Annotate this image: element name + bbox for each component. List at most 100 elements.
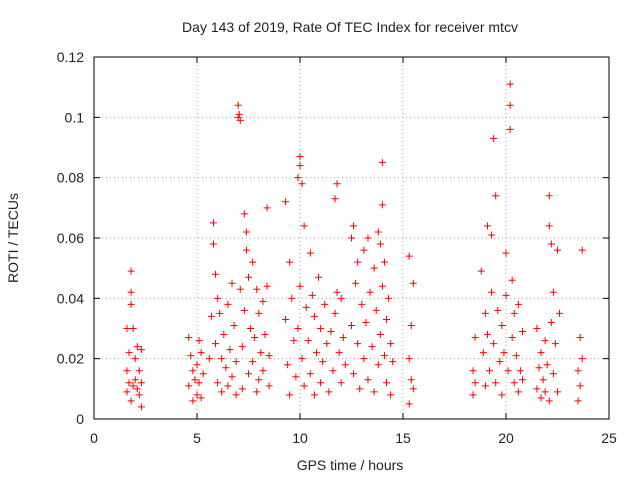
y-axis-label: ROTI / TECUs bbox=[5, 193, 21, 283]
x-tick-label: 0 bbox=[90, 430, 98, 446]
grid-lines bbox=[94, 57, 609, 419]
data-point bbox=[516, 367, 524, 375]
data-point bbox=[541, 388, 549, 396]
data-point bbox=[554, 246, 561, 254]
data-point bbox=[220, 331, 228, 339]
data-point bbox=[383, 379, 391, 387]
data-point bbox=[226, 346, 234, 354]
data-point bbox=[469, 367, 477, 375]
data-point bbox=[469, 391, 477, 399]
data-point bbox=[331, 195, 339, 203]
data-point bbox=[574, 397, 582, 405]
data-point bbox=[364, 376, 372, 384]
data-point bbox=[288, 294, 296, 302]
data-point bbox=[486, 367, 494, 375]
data-point bbox=[387, 391, 395, 399]
data-point bbox=[282, 315, 290, 323]
data-points bbox=[123, 80, 586, 411]
data-point bbox=[477, 267, 485, 275]
data-point bbox=[133, 385, 141, 393]
data-point bbox=[490, 134, 498, 142]
data-point bbox=[317, 379, 325, 387]
data-point bbox=[514, 300, 522, 308]
data-point bbox=[261, 331, 269, 339]
data-point bbox=[354, 258, 362, 266]
data-point bbox=[232, 358, 240, 366]
data-point bbox=[380, 258, 388, 266]
y-tick-label: 0.06 bbox=[57, 230, 84, 246]
y-tick-label: 0.12 bbox=[57, 49, 84, 65]
data-point bbox=[510, 309, 518, 317]
data-point bbox=[321, 300, 329, 308]
data-point bbox=[236, 285, 244, 293]
y-tick-label: 0.1 bbox=[65, 109, 85, 125]
data-point bbox=[370, 388, 378, 396]
data-point bbox=[127, 267, 135, 275]
data-point bbox=[240, 210, 248, 218]
data-point bbox=[409, 385, 417, 393]
data-point bbox=[506, 80, 514, 88]
data-point bbox=[539, 376, 547, 384]
data-point bbox=[224, 382, 232, 390]
data-point bbox=[263, 282, 271, 290]
data-point bbox=[492, 192, 500, 200]
data-point bbox=[537, 349, 545, 357]
data-point bbox=[294, 174, 302, 182]
data-point bbox=[576, 382, 584, 390]
data-point bbox=[135, 367, 143, 375]
data-point bbox=[574, 367, 582, 375]
x-axis-label: GPS time / hours bbox=[297, 457, 404, 473]
data-point bbox=[296, 282, 304, 290]
data-point bbox=[238, 343, 246, 351]
data-point bbox=[123, 367, 131, 375]
data-point bbox=[131, 376, 139, 384]
data-point bbox=[514, 388, 522, 396]
data-point bbox=[216, 309, 224, 317]
data-point bbox=[405, 252, 413, 260]
data-point bbox=[337, 294, 345, 302]
data-point bbox=[366, 288, 374, 296]
data-point bbox=[407, 321, 415, 329]
data-point bbox=[500, 349, 508, 357]
data-point bbox=[325, 388, 333, 396]
data-point bbox=[496, 358, 504, 366]
data-point bbox=[578, 246, 586, 254]
data-point bbox=[308, 291, 316, 299]
data-point bbox=[265, 382, 273, 390]
x-tick-label: 15 bbox=[395, 430, 411, 446]
data-point bbox=[360, 246, 368, 254]
data-point bbox=[376, 331, 384, 339]
data-point bbox=[556, 309, 564, 317]
data-point bbox=[331, 309, 339, 317]
data-point bbox=[294, 325, 302, 332]
data-point bbox=[348, 234, 355, 242]
data-point bbox=[547, 318, 555, 326]
data-point bbox=[137, 346, 145, 354]
data-point bbox=[385, 294, 393, 302]
data-point bbox=[296, 153, 304, 161]
data-point bbox=[545, 397, 553, 405]
data-point bbox=[378, 159, 386, 167]
data-point bbox=[212, 270, 220, 278]
data-point bbox=[376, 240, 384, 248]
data-point bbox=[360, 355, 368, 363]
data-point bbox=[488, 231, 496, 239]
data-point bbox=[242, 246, 250, 254]
data-point bbox=[251, 334, 259, 342]
data-point bbox=[247, 325, 255, 332]
data-point bbox=[508, 334, 516, 342]
data-point bbox=[306, 370, 314, 378]
axis-ticks: 0 5 10 15 20 25 0 0.02 0.04 0.06 0.08 0.1 0.12 bbox=[57, 49, 617, 446]
data-point bbox=[259, 297, 267, 305]
data-point bbox=[189, 397, 197, 405]
data-point bbox=[249, 358, 257, 366]
data-point bbox=[245, 370, 252, 378]
data-point bbox=[292, 373, 300, 381]
data-point bbox=[483, 222, 491, 230]
data-point bbox=[222, 364, 230, 372]
data-point bbox=[387, 340, 395, 348]
data-point bbox=[533, 325, 541, 332]
data-point bbox=[298, 355, 306, 363]
data-point bbox=[502, 291, 510, 299]
